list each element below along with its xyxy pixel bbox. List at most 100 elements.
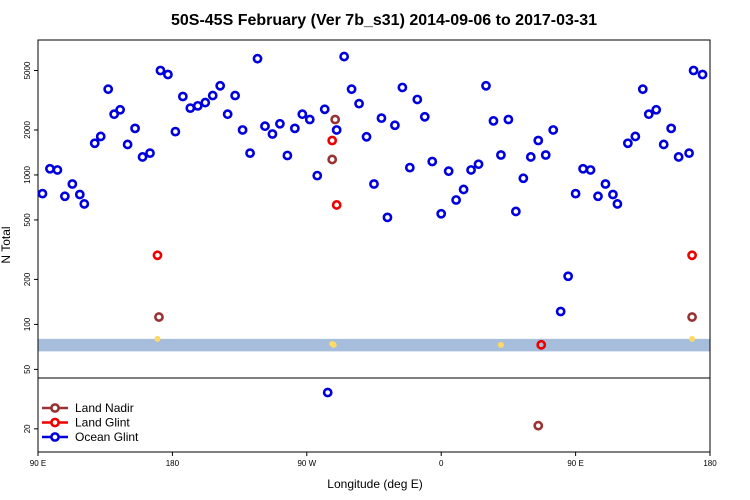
ocean-glint-point — [200, 97, 211, 108]
ocean-glint-point — [122, 139, 133, 150]
ocean-glint-point — [260, 121, 270, 132]
ocean-glint-point — [397, 82, 408, 93]
ocean-glint-point — [170, 126, 181, 137]
ocean-glint-point — [404, 162, 415, 173]
ocean-glint-point — [548, 125, 559, 135]
ocean-glint-point — [608, 189, 618, 200]
ocean-glint-point — [155, 65, 166, 76]
ocean-glint-point — [473, 159, 484, 170]
ocean-glint-point — [79, 199, 90, 209]
ocean-glint-point — [518, 173, 529, 184]
ocean-glint-point — [390, 120, 400, 131]
ocean-glint-point — [481, 80, 491, 91]
y-tick-label: 500 — [23, 213, 32, 227]
ocean-glint-point — [252, 53, 263, 64]
ocean-glint-point — [115, 104, 126, 115]
legend-label-ocean-glint: Ocean Glint — [75, 430, 139, 444]
ocean-glint-point — [137, 152, 148, 162]
ocean-glint-point — [346, 84, 357, 95]
ocean-glint-point — [563, 271, 574, 282]
ocean-glint-point — [230, 90, 241, 101]
ocean-glint-point — [37, 188, 48, 199]
land-nadir-point — [154, 312, 164, 322]
ocean-glint-point — [496, 150, 506, 160]
ocean-glint-point — [637, 84, 648, 95]
land-glint-point — [152, 250, 163, 261]
ocean-glint-point — [684, 148, 694, 159]
ocean-glint-point — [237, 125, 248, 135]
yellow-marker — [330, 341, 337, 348]
ocean-glint-point — [612, 199, 623, 209]
ocean-glint-point — [510, 206, 521, 217]
y-axis-ticks: 20 50 100 200 500 1000 2000 5000 — [23, 61, 38, 433]
data-points — [37, 51, 708, 431]
ocean-glint-point — [585, 165, 596, 175]
ocean-glint-point — [45, 163, 55, 174]
ocean-glint-point — [304, 114, 315, 125]
legend-label-land-nadir: Land Nadir — [75, 401, 134, 415]
land-glint-point — [687, 250, 697, 261]
land-nadir-point — [327, 154, 338, 165]
ocean-glint-point — [282, 150, 293, 161]
ocean-glint-point — [600, 179, 611, 189]
ocean-glint-point — [163, 69, 173, 80]
plot-border — [37, 39, 711, 453]
ocean-glint-point — [322, 387, 333, 398]
ocean-glint-point — [52, 165, 63, 175]
y-tick-label: 1000 — [23, 166, 32, 184]
x-tick-label: 90 W — [297, 459, 316, 468]
ocean-glint-point — [95, 131, 106, 142]
x-tick-label: 90 E — [30, 459, 46, 468]
ocean-glint-point — [688, 65, 699, 76]
ocean-glint-point — [312, 170, 323, 181]
land-glint-point — [331, 200, 342, 210]
ocean-glint-point — [192, 100, 203, 111]
ocean-glint-point — [525, 152, 536, 162]
x-tick-label: 0 — [439, 459, 444, 468]
chart-title: 50S-45S February (Ver 7b_s31) 2014-09-06… — [171, 12, 597, 29]
ocean-glint-point — [673, 152, 684, 162]
ocean-glint-point — [354, 98, 364, 109]
ocean-glint-point — [369, 179, 379, 189]
ocean-glint-point — [382, 212, 393, 223]
x-tick-label: 180 — [703, 459, 717, 468]
ocean-glint-point — [222, 109, 233, 120]
x-tick-label: 90 E — [567, 459, 583, 468]
legend-marker-land-nadir — [50, 403, 60, 413]
ocean-glint-point — [297, 109, 308, 120]
ocean-glint-point — [67, 179, 78, 189]
ocean-glint-point — [130, 123, 140, 134]
ocean-glint-point — [643, 109, 654, 120]
ocean-glint-point — [376, 113, 387, 124]
y-tick-label: 50 — [23, 364, 32, 373]
yellow-marker — [497, 341, 504, 348]
ocean-glint-point — [361, 131, 372, 142]
y-tick-label: 100 — [23, 317, 32, 331]
ocean-glint-point — [267, 129, 278, 139]
y-tick-label: 5000 — [23, 61, 32, 79]
land-nadir-point — [687, 312, 697, 322]
ocean-glint-point — [533, 135, 544, 146]
ocean-glint-point — [339, 51, 350, 62]
ocean-glint-point — [331, 125, 342, 135]
ocean-glint-point — [215, 80, 226, 91]
land-glint-point — [536, 339, 547, 350]
ocean-glint-point — [436, 208, 447, 219]
y-tick-label: 2000 — [23, 121, 32, 139]
x-tick-label: 180 — [166, 459, 180, 468]
land-glint-point — [327, 135, 338, 146]
land-nadir-point — [330, 114, 341, 125]
ocean-glint-point — [570, 188, 581, 199]
ocean-glint-point — [658, 139, 669, 150]
ocean-glint-point — [622, 138, 633, 149]
ocean-glint-point — [145, 148, 155, 159]
ocean-glint-point — [419, 111, 430, 122]
ocean-glint-point — [427, 156, 438, 167]
ocean-glint-point — [109, 109, 120, 120]
legend-marker-ocean-glint — [50, 432, 60, 442]
ocean-glint-point — [651, 104, 662, 115]
yellow-marker — [689, 335, 696, 342]
ocean-glint-point — [59, 191, 70, 202]
